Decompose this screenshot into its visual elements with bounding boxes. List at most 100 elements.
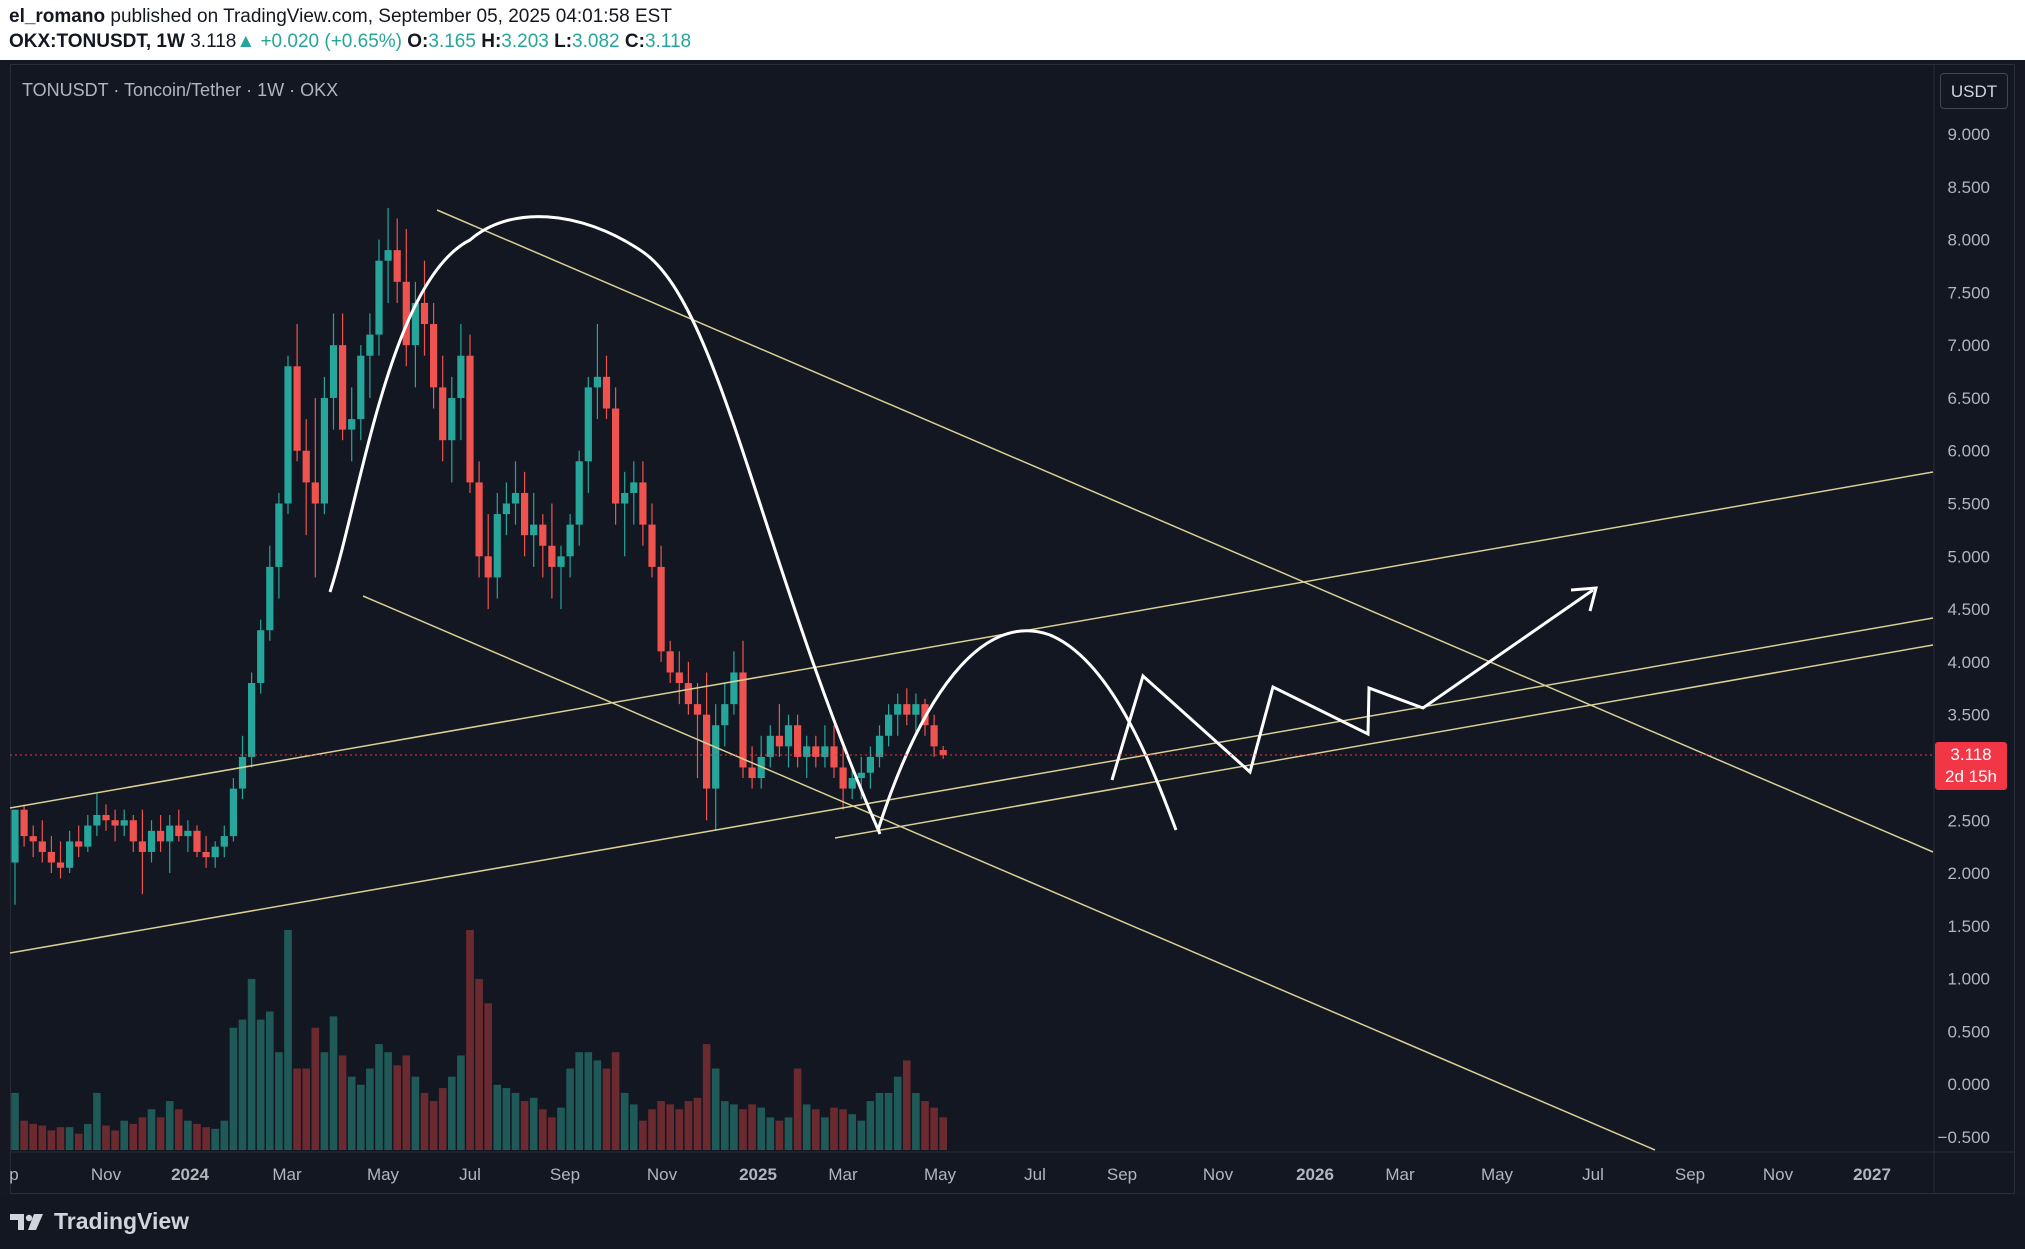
volume-bar xyxy=(812,1109,820,1150)
candle xyxy=(539,514,547,578)
symbol-legend[interactable]: TONUSDT · Toncoin/Tether · 1W · OKX xyxy=(22,80,339,100)
volume-bar xyxy=(548,1117,556,1150)
volume-bar xyxy=(611,1052,620,1150)
candle-body xyxy=(657,566,665,652)
trendline-ascending-lower[interactable] xyxy=(9,617,1934,954)
author-name[interactable]: el_romano xyxy=(9,6,106,27)
candle-body xyxy=(275,503,283,567)
candle-body xyxy=(111,820,119,826)
trendline-descending-bottom[interactable] xyxy=(362,595,1656,1151)
volume-bar xyxy=(448,1076,456,1150)
symbol-line: OKX:TONUSDT, 1W xyxy=(9,31,185,52)
volume-bar xyxy=(102,1125,110,1150)
last-price: 3.118 xyxy=(190,31,237,52)
volume-bar xyxy=(775,1120,784,1150)
candle-body xyxy=(511,492,520,504)
volume-bar xyxy=(757,1107,765,1150)
price-tick-label: 6.500 xyxy=(1947,389,1990,408)
last-price-tag-value: 3.118 xyxy=(1950,745,1992,764)
volume-bar xyxy=(311,1027,320,1150)
volume-bar xyxy=(739,1109,747,1150)
brand-name: TradingView xyxy=(54,1208,190,1234)
candle-body xyxy=(903,704,911,715)
time-tick-label: Sep xyxy=(550,1165,580,1184)
time-axis[interactable]: p Nov 2024 Mar May Jul Sep Nov 2025 Mar May Jul Sep N… xyxy=(9,1165,1891,1184)
volume-bar xyxy=(29,1123,37,1150)
candle xyxy=(266,545,274,641)
time-tick-label: Jul xyxy=(1582,1165,1604,1184)
time-tick-label: Mar xyxy=(828,1165,858,1184)
candle xyxy=(102,804,110,831)
chart-pane[interactable] xyxy=(10,64,2015,1194)
candle xyxy=(684,661,692,715)
candle xyxy=(803,735,811,779)
candle xyxy=(420,260,429,356)
candle xyxy=(47,836,55,874)
candle xyxy=(848,767,856,800)
candle-body xyxy=(630,482,638,493)
trendline-channel-mid[interactable] xyxy=(834,644,1934,839)
candle-body xyxy=(166,825,174,842)
volume-bar xyxy=(229,1027,238,1150)
candle xyxy=(484,514,492,610)
candle-body xyxy=(684,683,692,705)
time-tick-label: Jul xyxy=(459,1165,481,1184)
candle-body xyxy=(894,704,902,715)
volume-bar xyxy=(20,1120,28,1150)
candle xyxy=(320,376,328,515)
publisher-line: el_romano published on TradingView.com, … xyxy=(9,6,672,28)
volume-bar xyxy=(666,1104,674,1150)
volume-bar xyxy=(111,1130,119,1150)
candle-body xyxy=(721,704,729,726)
tradingview-logo[interactable]: TradingView xyxy=(10,1208,189,1235)
volume-bar xyxy=(502,1088,511,1150)
candle-body xyxy=(639,482,647,525)
volume-bar xyxy=(293,1068,301,1150)
trendline-descending-top[interactable] xyxy=(436,209,1934,853)
arc-drawing-small[interactable] xyxy=(876,629,1178,831)
candle xyxy=(311,397,319,578)
volume-bar xyxy=(903,1060,911,1150)
price-tick-label: 8.000 xyxy=(1947,231,1990,250)
currency-button[interactable]: USDT xyxy=(1940,73,2008,109)
candle xyxy=(402,229,410,367)
candle-body xyxy=(66,841,74,868)
candle-body xyxy=(11,809,19,863)
time-tick-label: Nov xyxy=(91,1165,122,1184)
candle xyxy=(20,804,28,847)
volume-bar xyxy=(302,1068,310,1150)
candle-body xyxy=(120,820,128,826)
volume-bar xyxy=(256,1019,265,1150)
candle-body xyxy=(530,524,538,536)
volume-bar xyxy=(511,1092,520,1150)
candle xyxy=(147,820,156,863)
price-tick-label: 5.000 xyxy=(1947,547,1990,566)
candle-body xyxy=(366,334,374,356)
candle-body xyxy=(730,672,738,705)
high-value: 3.203 xyxy=(501,31,549,52)
candle-body xyxy=(502,503,510,515)
volume-bar xyxy=(411,1076,420,1150)
time-tick-label: 2024 xyxy=(171,1165,209,1184)
volume-bar xyxy=(866,1101,875,1150)
candle xyxy=(339,313,347,441)
candle-body xyxy=(812,746,820,757)
candle-body xyxy=(612,408,620,504)
candle-body xyxy=(84,825,92,847)
arc-drawing-large[interactable] xyxy=(328,215,882,835)
trendline-ascending-upper[interactable] xyxy=(9,471,1934,809)
volume-bar xyxy=(520,1101,529,1150)
volume-bar xyxy=(684,1101,693,1150)
candle xyxy=(375,239,383,356)
candle-body xyxy=(885,714,893,736)
candle xyxy=(875,725,884,768)
volume-bar xyxy=(584,1052,593,1150)
volume-bar xyxy=(211,1128,219,1150)
candle-body xyxy=(311,482,319,504)
zigzag-projection[interactable] xyxy=(1110,588,1594,781)
price-axis[interactable]: 9.000 8.500 8.000 7.500 7.000 6.500 6.000 5.500… xyxy=(1938,125,1990,1147)
volume-bar xyxy=(11,1092,19,1150)
volume-bar xyxy=(156,1117,165,1150)
price-tick-label: 4.000 xyxy=(1947,653,1990,672)
